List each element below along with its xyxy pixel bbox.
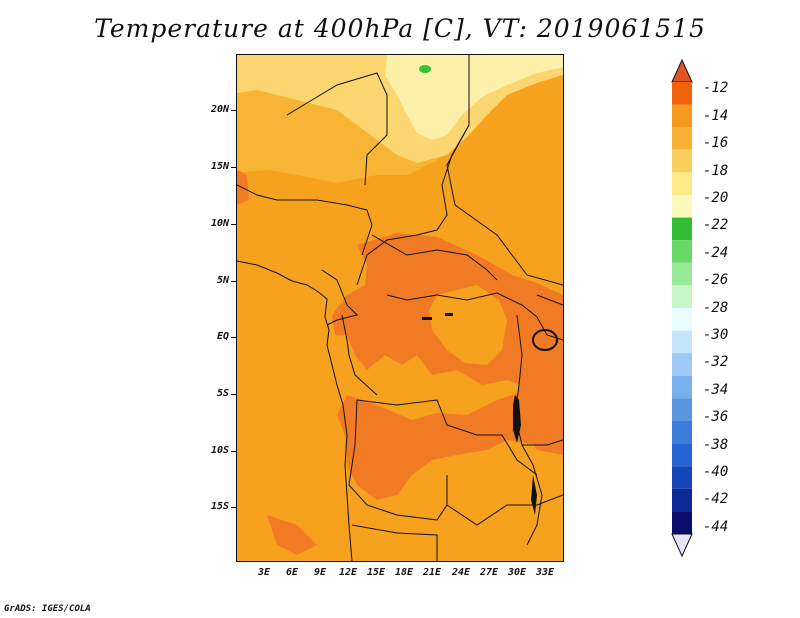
lat-label: 5N	[216, 275, 229, 286]
colorbar-box	[672, 466, 692, 489]
lake-small-1	[422, 317, 432, 320]
lake-tanganyika	[513, 395, 521, 443]
colorbar-box	[672, 172, 692, 195]
border-malawi	[526, 464, 543, 546]
border-namibia	[351, 524, 438, 561]
colorbar-top-arrow	[671, 58, 693, 83]
lat-label: 15S	[210, 501, 229, 512]
colorbar-box	[672, 82, 692, 105]
lake-malawi	[531, 475, 537, 515]
lat-label: 10S	[210, 445, 229, 456]
colorbar-label: -16	[703, 135, 729, 151]
colorbar-box	[672, 308, 692, 331]
map-boundaries	[237, 55, 563, 561]
lake-victoria	[532, 329, 558, 351]
colorbar-box	[672, 240, 692, 263]
colorbar-label: -24	[703, 245, 729, 261]
colorbar-box	[672, 217, 692, 241]
lat-tick	[231, 507, 236, 508]
map-lakes	[422, 313, 558, 515]
lat-label: 20N	[210, 104, 229, 115]
colorbar-label: -14	[703, 108, 729, 124]
chart-title: Temperature at 400hPa [C], VT: 201906151…	[94, 14, 706, 43]
colorbar-box	[672, 104, 692, 128]
colorbar-box	[672, 511, 692, 534]
colorbar-label: -32	[703, 354, 729, 370]
lon-label: 30E	[507, 567, 527, 578]
border-zambia	[446, 494, 563, 526]
colorbar-label: -12	[703, 80, 729, 96]
lon-label: 12E	[338, 567, 358, 578]
colorbar-box	[672, 285, 692, 308]
colorbar-label: -18	[703, 163, 729, 179]
colorbar-box	[672, 127, 692, 150]
lon-label: 15E	[366, 567, 386, 578]
lon-label: 18E	[394, 567, 414, 578]
colorbar	[671, 58, 693, 558]
border-sudan	[446, 124, 563, 286]
field-green	[419, 65, 431, 73]
temperature-map	[236, 54, 564, 562]
field-dark-orange-east	[517, 345, 563, 455]
border-car	[371, 234, 498, 281]
border-angola	[348, 399, 448, 521]
colorbar-label: -28	[703, 300, 729, 316]
lake-small-2	[445, 313, 453, 316]
lon-label: 9E	[313, 567, 327, 578]
colorbar-label: -26	[703, 272, 729, 288]
field-dark-orange-south	[337, 385, 563, 500]
colorbar-box	[672, 421, 692, 444]
field-dark-orange-sw	[267, 515, 317, 555]
colorbar-label: -36	[703, 409, 729, 425]
colorbar-label: -22	[703, 217, 729, 233]
colorbar-box	[672, 149, 692, 173]
border-sahara	[286, 72, 388, 186]
field-orange-hole	[429, 285, 507, 365]
border-drc-south	[356, 399, 538, 476]
colorbar-boxes	[672, 82, 692, 534]
lat-tick	[231, 110, 236, 111]
colorbar-label: -30	[703, 327, 729, 343]
lon-label: 24E	[451, 567, 471, 578]
colorbar-label: -44	[703, 519, 729, 535]
lat-label: EQ	[216, 331, 229, 342]
colorbar-box	[672, 375, 692, 399]
lon-label: 6E	[285, 567, 299, 578]
colorbar-label: -20	[703, 190, 729, 206]
colorbar-box	[672, 443, 692, 467]
lon-label: 21E	[422, 567, 442, 578]
lat-tick	[231, 337, 236, 338]
lat-tick	[231, 281, 236, 282]
lat-tick	[231, 451, 236, 452]
lon-label: 3E	[257, 567, 271, 578]
lat-label: 10N	[210, 218, 229, 229]
colorbar-box	[672, 353, 692, 376]
colorbar-box	[672, 330, 692, 354]
colorbar-box	[672, 398, 692, 421]
lat-tick	[231, 167, 236, 168]
field-pale-yellow	[385, 55, 563, 140]
lat-label: 15N	[210, 161, 229, 172]
border-cameroon	[321, 269, 358, 326]
border-drc-north	[386, 292, 538, 318]
grads-credit: GrADS: IGES/COLA	[4, 604, 91, 614]
colorbar-box	[672, 488, 692, 512]
lon-label: 33E	[535, 567, 555, 578]
colorbar-label: -38	[703, 437, 729, 453]
lat-label: 5S	[216, 388, 229, 399]
lat-tick	[231, 224, 236, 225]
colorbar-label: -42	[703, 491, 729, 507]
colorbar-box	[672, 195, 692, 218]
border-drc-west	[341, 314, 378, 396]
colorbar-label: -40	[703, 464, 729, 480]
colorbar-label: -34	[703, 382, 729, 398]
lon-label: 27E	[479, 567, 499, 578]
coastline-west	[237, 260, 353, 561]
border-nigeria	[237, 184, 373, 256]
colorbar-bottom-arrow	[671, 533, 693, 558]
border-tanzania	[522, 439, 563, 446]
lat-tick	[231, 394, 236, 395]
colorbar-box	[672, 262, 692, 286]
